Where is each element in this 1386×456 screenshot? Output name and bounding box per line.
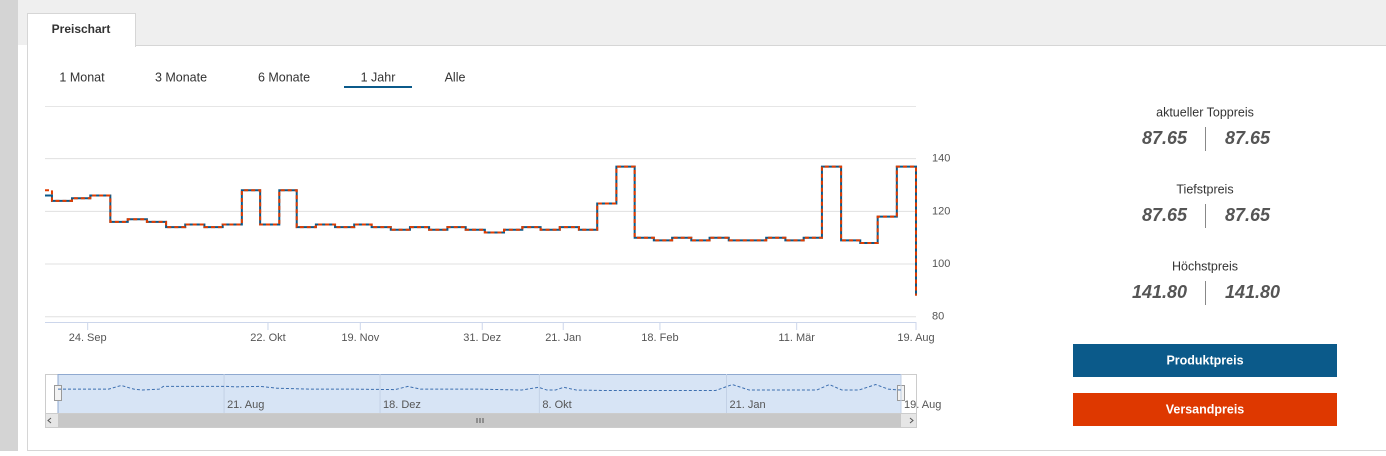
tab-label[interactable]: Preischart [52, 22, 111, 36]
range-option[interactable]: Alle [445, 70, 466, 84]
x-tick-label: 19. Nov [341, 332, 379, 344]
side-strip [0, 0, 18, 451]
x-tick-label: 31. Dez [463, 332, 501, 344]
range-option[interactable]: 1 Jahr [361, 70, 396, 84]
stat-product: 87.65 [1142, 128, 1188, 148]
y-tick-label: 100 [932, 258, 950, 270]
x-tick-label: 11. Mär [778, 332, 815, 344]
x-tick-label: 8. Okt [542, 399, 571, 411]
x-tick-label: 19. Aug [897, 332, 934, 344]
stat-shipping: 87.65 [1225, 205, 1271, 225]
stat-product: 141.80 [1132, 282, 1187, 302]
x-tick-label: 24. Sep [69, 332, 107, 344]
x-tick-label: 19. Aug [904, 399, 941, 411]
range-active-underline [344, 86, 412, 88]
stat-label: Tiefstpreis [1176, 182, 1233, 196]
x-tick-label: 21. Jan [729, 399, 765, 411]
x-tick-label: 18. Feb [641, 332, 678, 344]
stat-product: 87.65 [1142, 205, 1188, 225]
tab-join [28, 44, 135, 47]
legend-label[interactable]: Produktpreis [1166, 353, 1243, 367]
range-option[interactable]: 6 Monate [258, 70, 310, 84]
x-tick-label: 21. Aug [227, 399, 264, 411]
stat-shipping: 87.65 [1225, 128, 1271, 148]
y-tick-label: 140 [932, 153, 950, 165]
navigator: 21. Aug 18. Dez 8. Okt 21. Jan 19. Aug [46, 374, 942, 428]
stat-label: aktueller Toppreis [1156, 105, 1254, 119]
navigator-mask [58, 375, 901, 414]
x-tick-label: 21. Jan [545, 332, 581, 344]
range-option[interactable]: 1 Monat [59, 70, 105, 84]
x-tick-label: 18. Dez [383, 399, 421, 411]
stat-shipping: 141.80 [1225, 282, 1280, 302]
nav-handle-left[interactable] [55, 386, 62, 401]
y-tick-label: 80 [932, 311, 944, 323]
stat-label: Höchstpreis [1172, 259, 1238, 273]
y-tick-label: 120 [932, 205, 950, 217]
legend-label[interactable]: Versandpreis [1166, 402, 1245, 416]
x-tick-label: 22. Okt [250, 332, 285, 344]
tab-bar [18, 0, 1386, 45]
range-option[interactable]: 3 Monate [155, 70, 207, 84]
